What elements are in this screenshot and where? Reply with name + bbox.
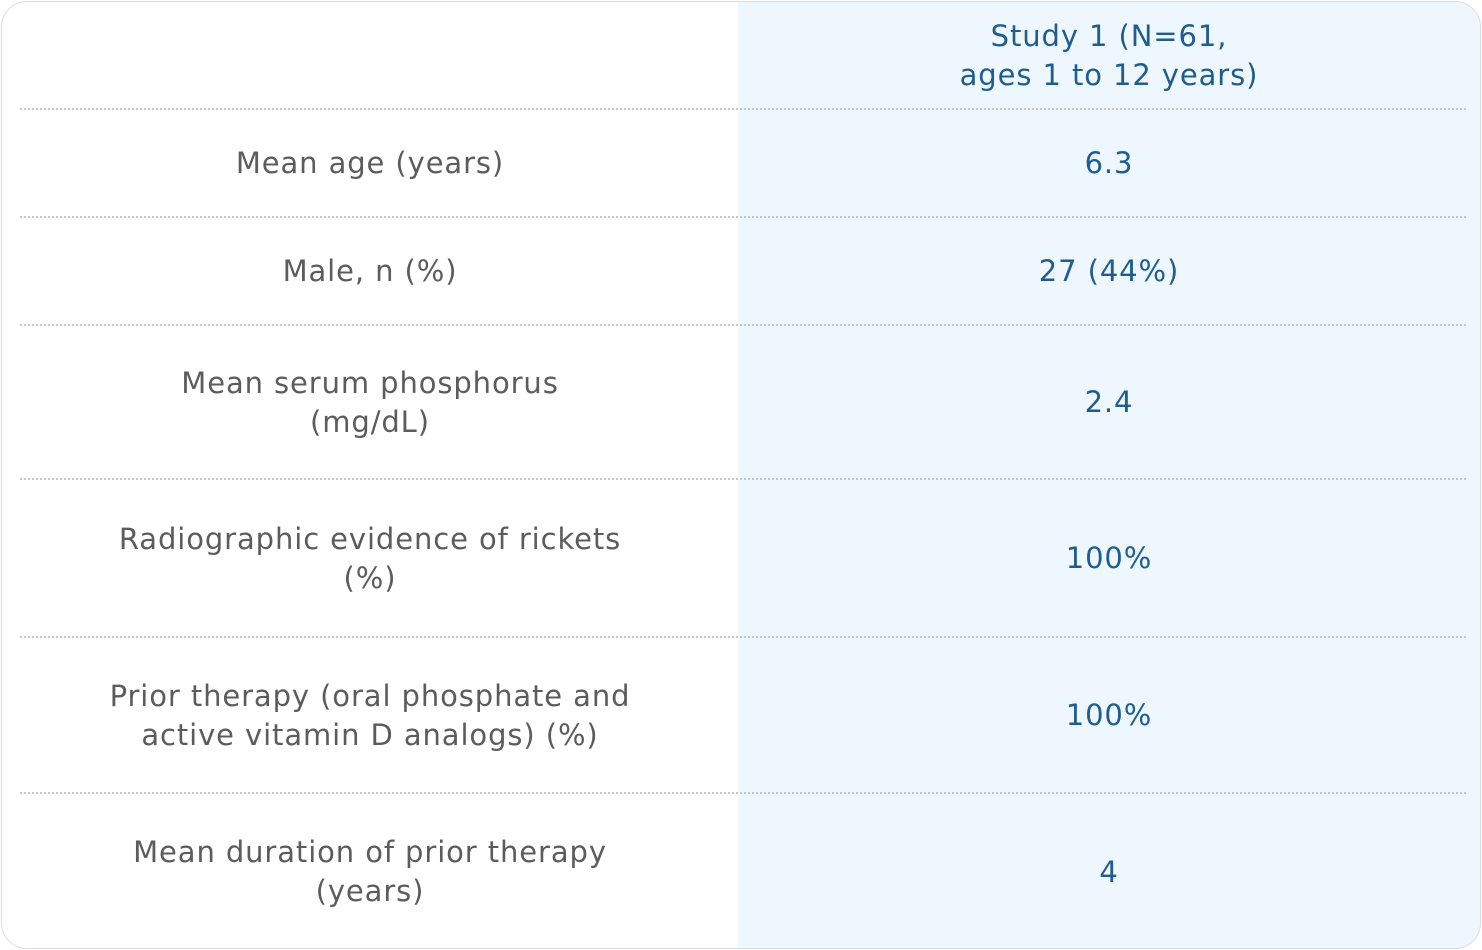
table-row: Male, n (%) 27 (44%) xyxy=(2,218,1480,325)
row-divider xyxy=(20,108,1466,110)
row-label-line1: Prior therapy (oral phosphate and xyxy=(109,678,631,713)
row-label-cell: Mean serum phosphorus (mg/dL) xyxy=(2,326,738,479)
table-row: Mean duration of prior therapy (years) 4 xyxy=(2,794,1480,948)
table-row: Mean age (years) 6.3 xyxy=(2,110,1480,217)
row-label-cell: Radiographic evidence of rickets (%) xyxy=(2,480,738,637)
table-header-row: Study 1 (N=61, ages 1 to 12 years) xyxy=(2,2,1480,109)
row-value-cell: 100% xyxy=(738,480,1480,637)
row-label-line1: Mean age (years) xyxy=(235,146,505,180)
row-label-cell: Mean age (years) xyxy=(2,110,738,217)
header-study-line1: Study 1 (N=61, xyxy=(990,18,1228,53)
row-label-line1: Male, n (%) xyxy=(282,254,458,288)
row-label-cell: Mean duration of prior therapy (years) xyxy=(2,794,738,948)
row-value-cell: 100% xyxy=(738,638,1480,793)
row-label-line2: (%) xyxy=(343,560,397,595)
table-row: Mean serum phosphorus (mg/dL) 2.4 xyxy=(2,326,1480,479)
row-value: 4 xyxy=(1099,854,1119,889)
header-study-cell: Study 1 (N=61, ages 1 to 12 years) xyxy=(738,2,1480,109)
row-label-line1: Radiographic evidence of rickets xyxy=(118,521,622,556)
row-value-cell: 4 xyxy=(738,794,1480,948)
study-column-background xyxy=(738,2,1480,948)
row-value: 27 (44%) xyxy=(1038,254,1180,288)
header-study-line2: ages 1 to 12 years) xyxy=(959,57,1259,92)
row-divider xyxy=(20,792,1466,794)
row-value-cell: 2.4 xyxy=(738,326,1480,479)
row-value: 2.4 xyxy=(1084,385,1134,419)
table-row: Radiographic evidence of rickets (%) 100… xyxy=(2,480,1480,637)
row-label-line2: active vitamin D analogs) (%) xyxy=(141,717,599,752)
row-label-line2: (years) xyxy=(315,874,425,908)
row-divider xyxy=(20,216,1466,218)
row-label-line2: (mg/dL) xyxy=(310,404,430,439)
table-row: Prior therapy (oral phosphate and active… xyxy=(2,638,1480,793)
row-value: 100% xyxy=(1065,541,1153,575)
row-divider xyxy=(20,636,1466,638)
header-label-cell xyxy=(2,2,738,109)
row-label-cell: Prior therapy (oral phosphate and active… xyxy=(2,638,738,793)
row-label-line1: Mean serum phosphorus xyxy=(181,365,559,400)
row-label-line1: Mean duration of prior therapy xyxy=(133,835,607,869)
row-value: 6.3 xyxy=(1084,146,1134,180)
row-value: 100% xyxy=(1065,698,1153,732)
row-label-cell: Male, n (%) xyxy=(2,218,738,325)
row-value-cell: 27 (44%) xyxy=(738,218,1480,325)
row-value-cell: 6.3 xyxy=(738,110,1480,217)
row-divider xyxy=(20,478,1466,480)
row-divider xyxy=(20,324,1466,326)
